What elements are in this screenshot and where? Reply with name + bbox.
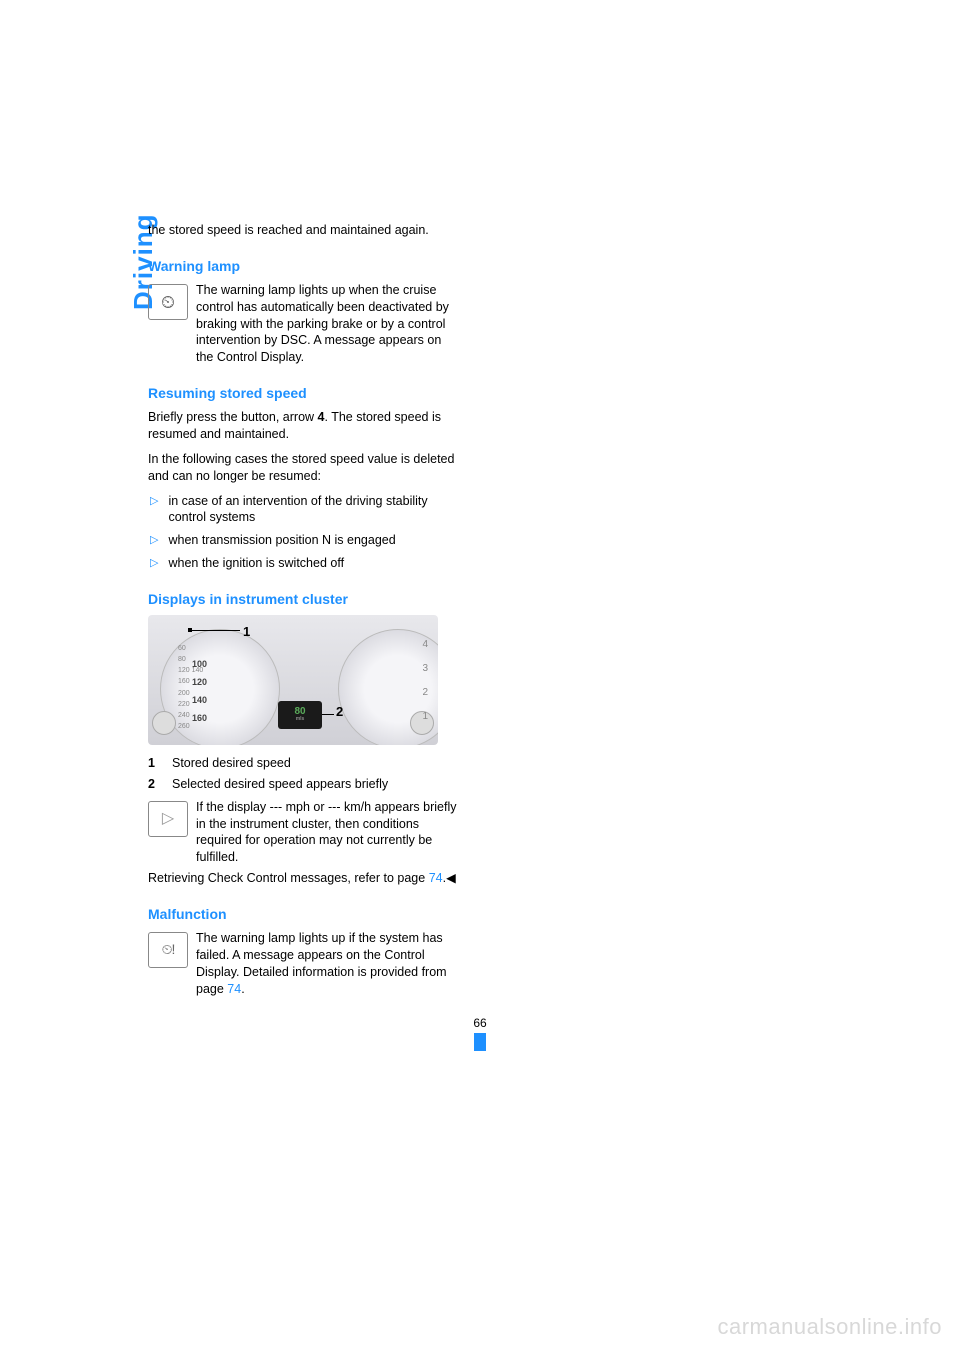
- malfunction-b: .: [241, 982, 244, 996]
- center-display: 80 mls: [278, 701, 322, 729]
- triangle-bullet-icon: ▷: [150, 555, 158, 572]
- instrument-cluster-figure: 60 80 120 140 160 200 220 240 260 100 12…: [148, 615, 438, 745]
- list-text: in case of an intervention of the drivin…: [168, 493, 458, 527]
- resume-p1a: Briefly press the button, arrow: [148, 410, 318, 424]
- heading-warning-lamp: Warning lamp: [148, 257, 458, 276]
- cruise-control-malfunction-icon: ⏲!: [148, 932, 188, 968]
- warning-lamp-body: The warning lamp lights up when the crui…: [196, 282, 458, 366]
- callout-line: [322, 714, 334, 715]
- speed-scale-big: 100 120 140 160: [192, 655, 207, 727]
- center-unit: mls: [296, 717, 305, 722]
- rpm-scale: 4 3 2 1: [422, 633, 428, 729]
- malfunction-body: The warning lamp lights up if the system…: [196, 930, 458, 998]
- legend-row: 1 Stored desired speed: [148, 755, 458, 772]
- list-item: ▷ in case of an intervention of the driv…: [150, 493, 458, 527]
- resume-p1: Briefly press the button, arrow 4. The s…: [148, 409, 458, 443]
- cruise-control-warning-icon: ⏲: [148, 284, 188, 320]
- retrieve-b: .◀: [443, 871, 456, 885]
- watermark: carmanualsonline.info: [717, 1314, 942, 1340]
- callout-line: [190, 630, 240, 631]
- legend-num: 2: [148, 776, 160, 793]
- page-ref-link[interactable]: 74: [429, 871, 443, 885]
- callout-dot: [188, 628, 192, 632]
- note-icon: ▷: [148, 801, 188, 837]
- callout-2: 2: [336, 703, 343, 721]
- callout-1: 1: [243, 623, 250, 641]
- heading-resuming-speed: Resuming stored speed: [148, 384, 458, 403]
- page-number: 66: [473, 1016, 486, 1030]
- triangle-bullet-icon: ▷: [150, 532, 158, 549]
- intro-text: the stored speed is reached and maintain…: [148, 222, 458, 239]
- triangle-bullet-icon: ▷: [150, 493, 158, 510]
- small-gauge-left: [152, 711, 176, 735]
- retrieve-a: Retrieving Check Control messages, refer…: [148, 871, 429, 885]
- list-item: ▷ when transmission position N is engage…: [150, 532, 458, 549]
- legend-text: Selected desired speed appears briefly: [172, 776, 388, 793]
- page-content: the stored speed is reached and maintain…: [100, 222, 860, 1001]
- retrieve-text: Retrieving Check Control messages, refer…: [148, 870, 458, 887]
- note-body: If the display --- mph or --- km/h appea…: [196, 799, 458, 867]
- legend-num: 1: [148, 755, 160, 772]
- page-number-block: 66: [100, 1015, 860, 1051]
- heading-malfunction: Malfunction: [148, 905, 458, 924]
- legend-text: Stored desired speed: [172, 755, 291, 772]
- legend-row: 2 Selected desired speed appears briefly: [148, 776, 458, 793]
- resume-p2: In the following cases the stored speed …: [148, 451, 458, 485]
- heading-displays-cluster: Displays in instrument cluster: [148, 590, 458, 609]
- list-text: when the ignition is switched off: [168, 555, 344, 572]
- list-item: ▷ when the ignition is switched off: [150, 555, 458, 572]
- list-text: when transmission position N is engaged: [168, 532, 395, 549]
- page-ref-link[interactable]: 74: [227, 982, 241, 996]
- page-bar-icon: [474, 1033, 486, 1051]
